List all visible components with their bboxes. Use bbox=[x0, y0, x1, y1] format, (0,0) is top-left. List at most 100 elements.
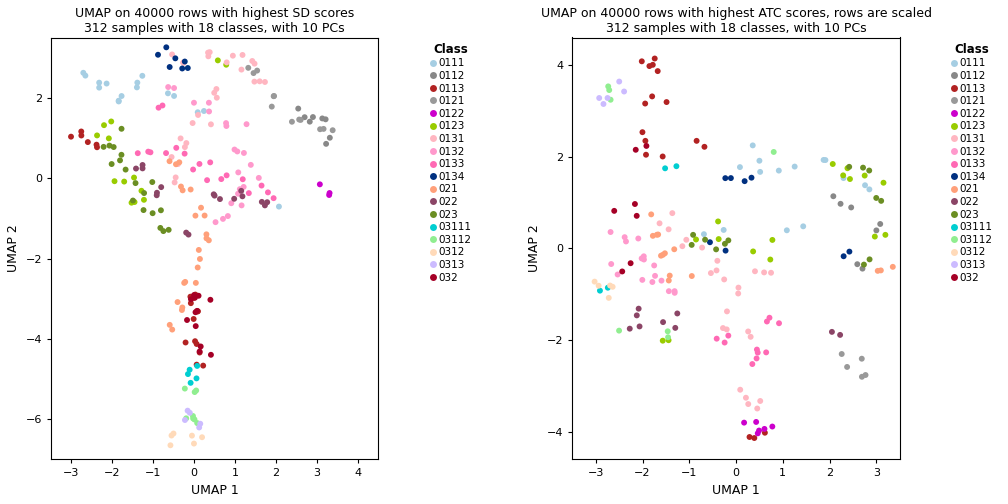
Point bbox=[771, 166, 787, 174]
Point bbox=[116, 177, 132, 185]
Point bbox=[265, 194, 281, 202]
Point bbox=[717, 240, 733, 248]
Point bbox=[857, 181, 873, 190]
Point bbox=[196, 107, 212, 115]
Point bbox=[718, 246, 734, 255]
Point bbox=[186, 415, 203, 423]
Point bbox=[629, 212, 645, 220]
Point bbox=[178, 414, 195, 422]
Point bbox=[740, 328, 756, 336]
Point bbox=[187, 279, 204, 287]
Point bbox=[614, 268, 630, 276]
Point bbox=[616, 88, 632, 96]
Point bbox=[185, 414, 202, 422]
Point bbox=[183, 431, 200, 439]
Point bbox=[266, 92, 282, 100]
Point bbox=[747, 267, 763, 275]
Point bbox=[617, 233, 633, 241]
Point bbox=[746, 434, 762, 442]
Point bbox=[247, 59, 263, 68]
Point bbox=[766, 148, 782, 156]
Point bbox=[751, 157, 767, 165]
Point bbox=[654, 337, 670, 345]
Point bbox=[192, 348, 208, 356]
Title: UMAP on 40000 rows with highest SD scores
312 samples with 18 classes, with 10 P: UMAP on 40000 rows with highest SD score… bbox=[75, 7, 355, 35]
Point bbox=[740, 400, 756, 408]
Point bbox=[226, 195, 242, 203]
Point bbox=[158, 43, 174, 51]
Point bbox=[176, 385, 193, 393]
Point bbox=[240, 64, 256, 72]
Point bbox=[759, 318, 775, 326]
Point bbox=[101, 135, 117, 143]
Point bbox=[152, 224, 168, 232]
Point bbox=[644, 92, 660, 100]
Point bbox=[203, 296, 219, 304]
Point bbox=[749, 354, 765, 362]
Point bbox=[645, 61, 661, 69]
Point bbox=[649, 231, 665, 239]
Point bbox=[230, 190, 246, 198]
Point bbox=[711, 235, 727, 243]
Point bbox=[179, 64, 196, 72]
Point bbox=[764, 422, 780, 430]
Point bbox=[236, 183, 252, 191]
Point bbox=[192, 347, 208, 355]
Point bbox=[113, 151, 129, 159]
Point bbox=[246, 69, 262, 77]
Point bbox=[628, 146, 644, 154]
Point bbox=[603, 96, 619, 104]
Point bbox=[636, 256, 652, 264]
Point bbox=[856, 261, 872, 269]
Point bbox=[164, 50, 180, 58]
Point bbox=[165, 429, 181, 437]
Point bbox=[266, 92, 282, 100]
Point bbox=[764, 236, 780, 244]
Point bbox=[843, 204, 859, 212]
Point bbox=[719, 326, 735, 334]
Point bbox=[732, 386, 748, 394]
Point bbox=[177, 339, 194, 347]
Point bbox=[182, 299, 199, 307]
Point bbox=[218, 119, 234, 127]
Point bbox=[873, 197, 889, 205]
Point bbox=[104, 160, 120, 168]
Point bbox=[643, 210, 659, 218]
Point bbox=[218, 60, 234, 69]
Point bbox=[716, 275, 732, 283]
Legend: 0111, 0112, 0113, 0121, 0122, 0123, 0131, 0132, 0133, 0134, 021, 022, 023, 03111: 0111, 0112, 0113, 0121, 0122, 0123, 0131… bbox=[952, 43, 993, 283]
Point bbox=[184, 119, 201, 127]
Point bbox=[167, 173, 183, 181]
Point bbox=[186, 388, 203, 396]
Point bbox=[660, 333, 676, 341]
Point bbox=[738, 394, 754, 402]
Point bbox=[660, 336, 676, 344]
Point bbox=[243, 161, 259, 169]
Point bbox=[653, 251, 669, 260]
Point bbox=[210, 56, 226, 65]
Point bbox=[737, 177, 753, 185]
Point bbox=[685, 231, 702, 239]
Point bbox=[182, 293, 199, 301]
Point bbox=[89, 143, 105, 151]
Point bbox=[596, 100, 612, 108]
Point bbox=[191, 246, 207, 254]
Point bbox=[646, 262, 662, 270]
Point bbox=[264, 103, 280, 111]
Point bbox=[254, 198, 270, 206]
Point bbox=[763, 269, 779, 277]
Point bbox=[215, 215, 231, 223]
Point bbox=[190, 307, 206, 316]
Point bbox=[209, 85, 225, 93]
Point bbox=[203, 351, 219, 359]
Point bbox=[627, 200, 643, 208]
Point bbox=[666, 289, 682, 297]
Point bbox=[657, 249, 673, 258]
Point bbox=[167, 54, 183, 62]
Point bbox=[186, 294, 203, 302]
Y-axis label: UMAP 2: UMAP 2 bbox=[7, 225, 20, 272]
Point bbox=[190, 362, 206, 370]
Point bbox=[235, 175, 251, 183]
Point bbox=[169, 298, 185, 306]
Point bbox=[168, 160, 184, 168]
